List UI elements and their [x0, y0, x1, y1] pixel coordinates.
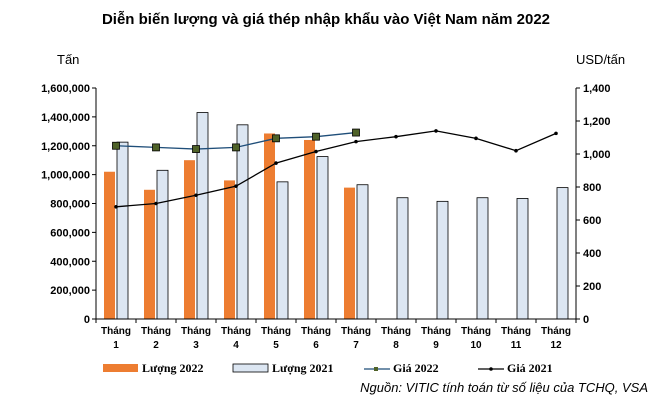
- x-tick-label: Tháng: [101, 326, 131, 337]
- plot-area: [96, 88, 576, 319]
- left-tick-label: 0: [84, 314, 90, 326]
- x-tick-label: 11: [511, 340, 522, 351]
- x-tick-label: 10: [470, 340, 482, 351]
- right-tick-label: 1,200: [583, 116, 611, 128]
- bar-luong-2022: [144, 189, 155, 319]
- legend-label-luong-2021: Lượng 2021: [272, 361, 334, 375]
- bar-luong-2022: [184, 160, 195, 319]
- left-tick-label: 800,000: [50, 199, 90, 211]
- price-lines: [112, 128, 558, 209]
- legend-swatch-luong-2021: [232, 363, 269, 373]
- right-axis-unit: USD/tấn: [576, 52, 625, 67]
- point-gia-2022: [232, 143, 240, 152]
- x-tick-label: Tháng: [541, 326, 571, 337]
- bar-luong-2022: [224, 180, 235, 319]
- left-tick-label: 200,000: [50, 285, 90, 297]
- line-gia-2021: [115, 130, 557, 208]
- x-tick-label: 9: [433, 340, 439, 351]
- point-gia-2021: [274, 161, 278, 165]
- bar-luong-2022: [304, 139, 315, 319]
- bar-luong-2021: [116, 141, 129, 320]
- right-tick-label: 200: [583, 281, 601, 293]
- bar-luong-2021: [436, 200, 449, 320]
- legend-label-gia-2021: Giá 2021: [507, 361, 553, 375]
- legend-swatch-luong-2022: [103, 364, 138, 372]
- point-gia-2021: [434, 129, 438, 133]
- point-gia-2021: [154, 201, 158, 206]
- bar-luong-2021: [156, 169, 169, 320]
- right-tick-label: 800: [583, 182, 601, 194]
- point-gia-2021: [474, 136, 478, 141]
- x-tick-label: 3: [193, 340, 199, 351]
- bar-luong-2021: [476, 197, 489, 320]
- bars: [104, 112, 569, 320]
- bar-luong-2021: [196, 112, 209, 320]
- left-tick-label: 400,000: [50, 256, 90, 268]
- bar-luong-2022: [104, 171, 115, 319]
- plot-background: [96, 88, 576, 319]
- x-tick-label: Tháng: [421, 326, 451, 337]
- x-tick-label: Tháng: [301, 326, 331, 337]
- x-tick-label: Tháng: [461, 326, 491, 337]
- left-tick-label: 1,600,000: [41, 83, 90, 95]
- x-tick-label: Tháng: [141, 326, 171, 337]
- source-note: Nguồn: VITIC tính toán từ số liệu của TC…: [360, 380, 648, 395]
- point-gia-2021: [194, 193, 198, 198]
- point-gia-2022: [192, 145, 200, 153]
- point-gia-2021: [314, 149, 318, 154]
- point-gia-2021: [354, 139, 358, 144]
- legend-label-gia-2022: Giá 2022: [393, 361, 439, 375]
- right-tick-label: 600: [583, 215, 601, 227]
- x-tick-label: 1: [113, 340, 119, 351]
- left-tick-label: 600,000: [50, 227, 90, 239]
- bar-luong-2022: [264, 133, 275, 319]
- right-tick-label: 1,400: [583, 83, 611, 95]
- point-gia-2021: [394, 134, 398, 139]
- point-gia-2022: [352, 128, 360, 137]
- x-tick-label: 2: [153, 340, 159, 351]
- legend-label-luong-2022: Lượng 2022: [142, 361, 204, 375]
- x-tick-label: 7: [353, 340, 359, 351]
- x-tick-label: Tháng: [341, 326, 371, 337]
- x-tick-label: 6: [313, 340, 319, 351]
- x-tick-label: 4: [233, 340, 239, 351]
- bar-luong-2021: [316, 156, 329, 320]
- point-gia-2022: [272, 134, 280, 143]
- axes: 0 200,000 400,000 600,000 800,000 1,000,000 1,…: [41, 83, 610, 351]
- point-gia-2021: [514, 148, 518, 153]
- x-tick-label: Tháng: [381, 326, 411, 337]
- right-tick-label: 1,000: [583, 149, 611, 161]
- right-tick-label: 400: [583, 248, 601, 260]
- bar-luong-2021: [236, 124, 249, 320]
- bar-luong-2021: [356, 184, 369, 320]
- bar-luong-2021: [516, 198, 529, 320]
- chart-title: Diễn biến lượng và giá thép nhập khẩu và…: [102, 11, 550, 28]
- x-tick-label: Tháng: [221, 326, 251, 337]
- point-gia-2021: [234, 184, 238, 188]
- point-gia-2021: [554, 131, 558, 136]
- left-axis-unit: Tấn: [57, 52, 79, 67]
- x-tick-label: Tháng: [501, 326, 531, 337]
- bar-luong-2022: [344, 187, 355, 319]
- x-tick-label: 12: [550, 340, 562, 351]
- right-tick-label: 0: [583, 314, 589, 326]
- bar-luong-2021: [556, 187, 569, 320]
- point-gia-2022: [152, 143, 160, 152]
- left-tick-label: 1,400,000: [41, 112, 90, 124]
- legend: Lượng 2022 Lượng 2021 Giá 2022 Giá 2021: [103, 361, 553, 375]
- x-tick-label: Tháng: [181, 326, 211, 337]
- x-tick-label: Tháng: [261, 326, 291, 337]
- point-gia-2022: [312, 132, 320, 141]
- bar-luong-2021: [396, 197, 409, 320]
- point-gia-2021: [114, 205, 118, 209]
- x-tick-label: 8: [393, 340, 399, 351]
- point-gia-2022: [112, 141, 120, 150]
- left-tick-label: 1,200,000: [41, 141, 90, 153]
- left-tick-label: 1,000,000: [41, 170, 90, 182]
- bar-luong-2021: [276, 181, 289, 320]
- legend-marker-gia-2022: [374, 367, 378, 371]
- legend-marker-gia-2021: [489, 367, 493, 371]
- x-tick-label: 5: [273, 340, 279, 351]
